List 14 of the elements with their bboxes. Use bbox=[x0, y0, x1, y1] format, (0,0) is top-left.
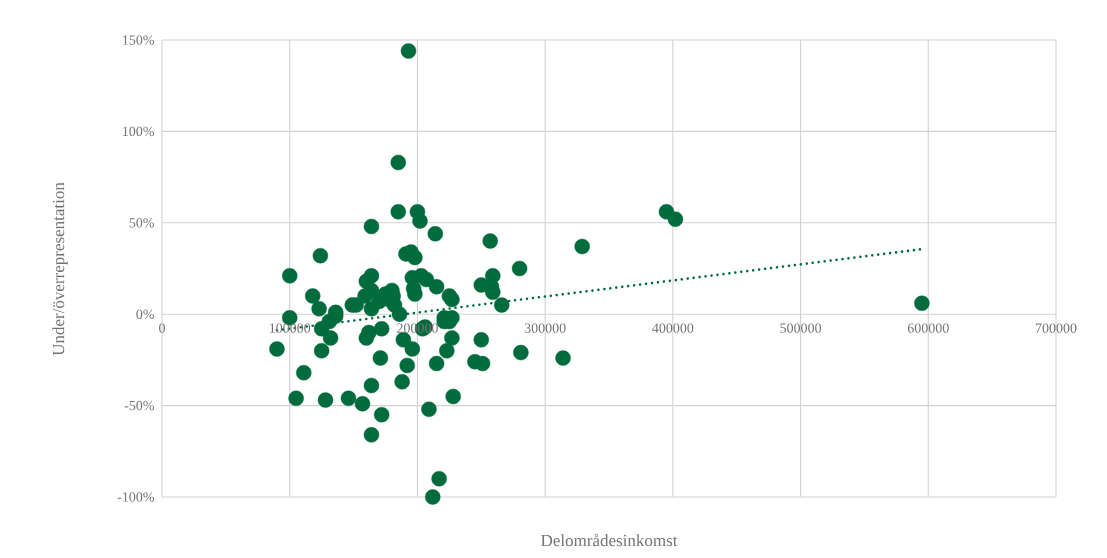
y-tick-label: 100% bbox=[123, 126, 154, 137]
x-tick-label: 500000 bbox=[780, 323, 822, 333]
x-tick-label: 0 bbox=[159, 323, 165, 333]
y-axis-title: Under/överrepresentation bbox=[52, 182, 68, 356]
x-tick-label: 400000 bbox=[652, 323, 694, 333]
y-tick-label: -50% bbox=[124, 400, 154, 411]
x-tick-label: 300000 bbox=[524, 323, 566, 333]
x-tick-label: 600000 bbox=[907, 323, 949, 333]
x-axis-title: Delområdesinkomst bbox=[541, 533, 678, 547]
y-tick-label: -100% bbox=[117, 492, 154, 502]
y-tick-label: 50% bbox=[129, 218, 154, 228]
y-tick-label: 0% bbox=[136, 309, 154, 319]
x-tick-label: 700000 bbox=[1035, 323, 1077, 333]
y-tick-label: 150% bbox=[123, 35, 154, 45]
